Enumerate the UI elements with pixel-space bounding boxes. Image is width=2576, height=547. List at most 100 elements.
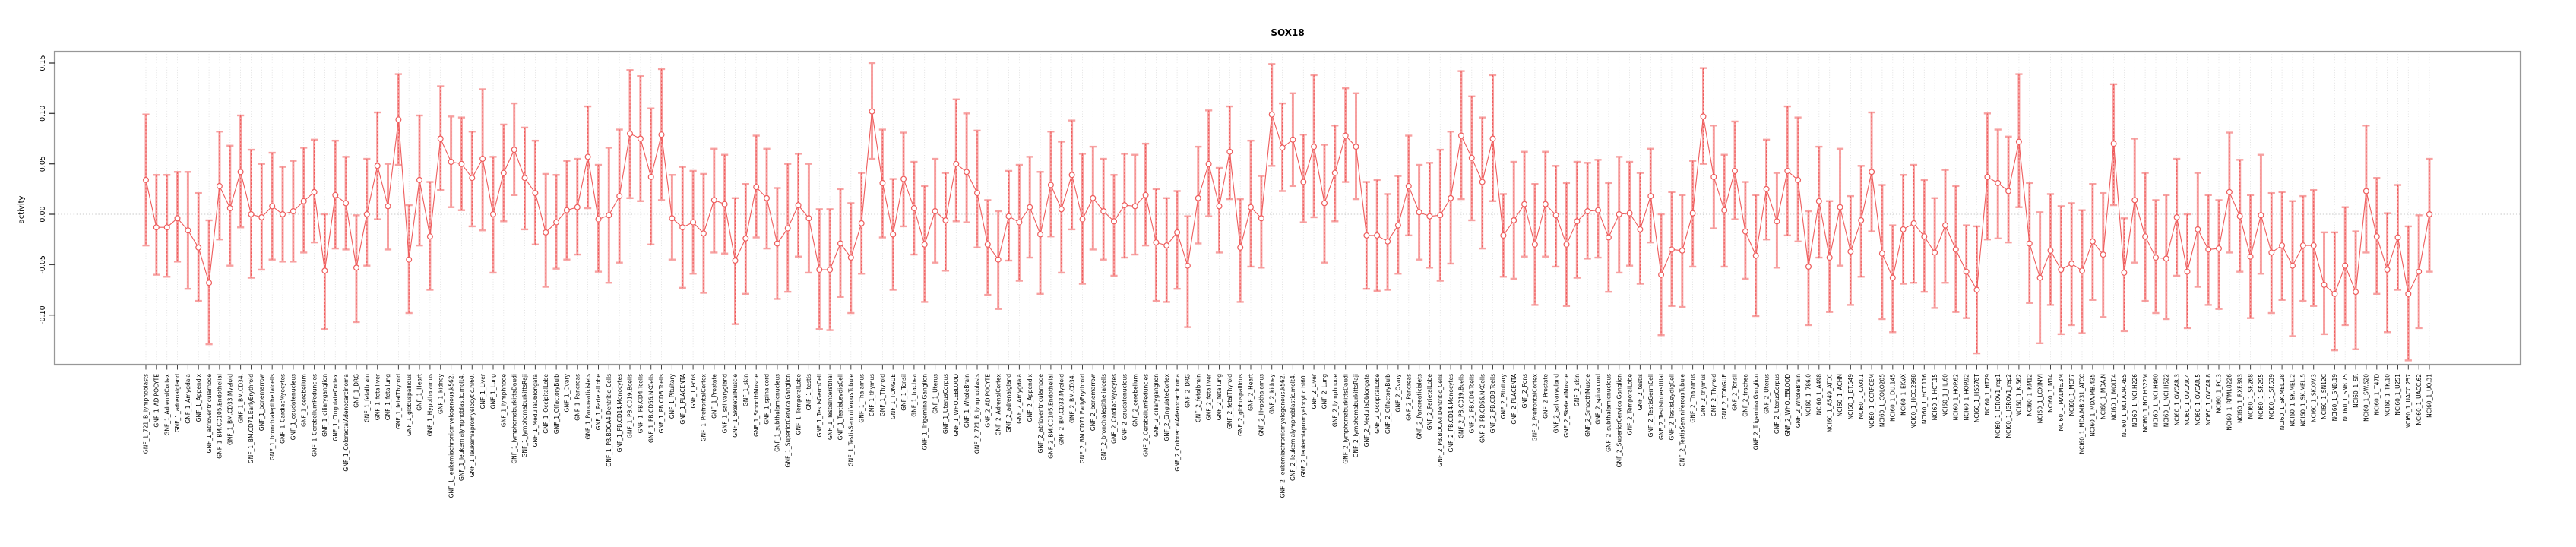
data-point xyxy=(774,240,780,247)
x-category-label: GNF_2_721_B_lymphoblasts xyxy=(974,374,981,454)
x-category-label: GNF_2_CingulateCortex xyxy=(1163,373,1170,441)
x-category-label: NCI60_1_TK.10 xyxy=(2384,374,2391,417)
x-category-label: NCI60_1_SF.539 xyxy=(2268,374,2275,419)
data-point xyxy=(2216,245,2223,252)
x-category-label: NCI60_1_RXF.393 xyxy=(2236,374,2243,423)
data-point xyxy=(2036,274,2043,281)
x-category-label: NCI60_1_K.562 xyxy=(2016,374,2023,417)
data-point xyxy=(953,160,960,167)
x-category-label: NCI60_1_SF.295 xyxy=(2258,374,2264,419)
x-category-label: GNF_1_PB.CD14.Monocytes xyxy=(616,374,623,453)
data-point xyxy=(2247,253,2254,260)
x-category-label: GNF_1_subthalamicnucleus xyxy=(774,374,781,452)
data-point xyxy=(300,198,307,204)
data-point xyxy=(1995,179,2002,186)
chart-title: SOX18 xyxy=(1271,27,1305,38)
x-category-label: NCI60_1_MDA.N xyxy=(2100,374,2106,419)
x-category-label: GNF_1_ParietalLobe xyxy=(595,374,602,431)
data-point xyxy=(1353,144,1359,150)
data-point xyxy=(637,135,644,142)
data-point xyxy=(290,208,296,215)
x-category-label: GNF_1_Pancreas xyxy=(574,374,581,421)
data-point xyxy=(1016,219,1023,226)
x-category-label: NCI60_1_MCF7 xyxy=(2068,374,2075,416)
x-category-label: NCI60_1_BT.549 xyxy=(1847,374,1854,420)
x-category-label: GNF_1_PB.CD8.Tcells xyxy=(658,374,665,433)
x-category-label: GNF_2_BM.CD34. xyxy=(1068,374,1075,423)
data-point xyxy=(1300,179,1307,185)
x-category-label: GNF_1_SuperiorCervicalGanglion xyxy=(784,374,791,468)
x-category-label: GNF_1_atrioventricularnode xyxy=(206,374,213,454)
data-point xyxy=(921,241,928,248)
x-category-label: GNF_1_ColorectalAdenocarcinoma xyxy=(343,374,350,472)
x-category-label: GNF_2_TestisInterstitial xyxy=(1658,374,1665,440)
x-category-label: NCI60_1_SK.OV.3 xyxy=(2310,374,2317,422)
x-category-label: GNF_1_Prostate xyxy=(710,374,717,419)
data-point xyxy=(185,227,191,234)
x-category-label: GNF_2_MedullaOblongata xyxy=(1363,374,1370,447)
data-point xyxy=(995,256,1002,263)
x-category-label: GNF_1_721_B_lymphoblasts xyxy=(143,374,150,454)
data-point xyxy=(363,211,370,218)
data-point xyxy=(2173,214,2180,221)
x-category-label: GNF_1_Pancreaticislets xyxy=(584,374,591,440)
x-category-label: GNF_2_SmoothMuscle xyxy=(1584,374,1591,437)
data-point xyxy=(1489,135,1496,142)
x-category-label: NCI60_1_CCRF.CEM xyxy=(1869,374,1875,429)
x-category-label: GNF_2_spinalcord xyxy=(1595,374,1602,425)
data-point xyxy=(1321,200,1328,207)
x-category-label: GNF_1_testis xyxy=(805,374,812,410)
y-tick-label: -0.05 xyxy=(39,255,47,274)
x-category-label: NCI60_1_KM12 xyxy=(2026,374,2033,416)
x-category-label: GNF_1_CingulateCortex xyxy=(332,373,339,441)
x-category-label: GNF_2_lymphomaburkittsDaudi xyxy=(1342,374,1349,464)
data-point xyxy=(2163,255,2169,262)
data-point xyxy=(2416,268,2423,275)
data-point xyxy=(1763,185,1770,192)
data-point xyxy=(2058,267,2065,274)
data-point xyxy=(2290,262,2296,269)
x-category-label: GNF_2_WHOLEBLOOD xyxy=(1784,374,1791,437)
data-point xyxy=(1437,212,1444,219)
data-point xyxy=(2068,261,2075,267)
data-point xyxy=(500,169,507,176)
y-tick-label: 0.15 xyxy=(39,55,47,71)
x-category-label: GNF_1_PB.CD19.Bcells xyxy=(627,374,634,438)
x-category-label: NCI60_1_UACC.257 xyxy=(2405,374,2412,429)
data-point xyxy=(1973,286,1980,293)
x-category-label: GNF_2_Pons xyxy=(1521,374,1528,409)
data-point xyxy=(1689,210,1696,217)
x-category-label: GNF_2_CerebellumPeduncles xyxy=(1142,374,1149,457)
data-point xyxy=(1869,169,1875,175)
x-category-label: NCI60_1_SW.620 xyxy=(2363,374,2370,422)
y-tick-label: 0.10 xyxy=(39,106,47,122)
x-category-label: GNF_1_bonemarrow xyxy=(258,374,265,431)
data-point xyxy=(1258,215,1264,222)
x-category-label: NCI60_1_A498 xyxy=(1816,374,1823,416)
data-point xyxy=(1858,217,1865,224)
x-category-label: NCI60_1_HS578T xyxy=(1973,374,1980,423)
x-category-label: GNF_1_Liver xyxy=(479,373,486,409)
x-category-label: NCI60_1_SNB.19 xyxy=(2331,374,2338,422)
data-point xyxy=(1616,211,1622,218)
x-category-label: GNF_1_globuspallidus xyxy=(406,374,413,436)
data-point xyxy=(2299,242,2306,249)
data-point xyxy=(2405,290,2412,297)
data-point xyxy=(1563,241,1570,248)
data-point xyxy=(1110,218,1117,225)
x-category-label: GNF_1_fetalbrain xyxy=(364,374,371,422)
x-category-label: GNF_1_skin xyxy=(742,374,749,406)
y-tick-label: 0.00 xyxy=(39,206,47,222)
series-line xyxy=(145,111,2430,296)
x-category-label: GNF_2_testis xyxy=(1637,374,1644,410)
x-category-label: NCI60_1_PC.3 xyxy=(2216,374,2223,413)
x-category-label: GNF_2_TestisLeydigCell xyxy=(1669,374,1676,441)
error-bars xyxy=(142,62,2433,362)
data-point xyxy=(858,220,865,226)
x-category-label: GNF_1_TemporalLobe xyxy=(795,374,802,435)
data-point xyxy=(1826,255,1833,261)
x-category-label: NCI60_1_HOP.92 xyxy=(1963,374,1970,421)
data-point xyxy=(1889,274,1896,281)
error-bar xyxy=(1163,197,1170,303)
data-point xyxy=(763,194,770,201)
